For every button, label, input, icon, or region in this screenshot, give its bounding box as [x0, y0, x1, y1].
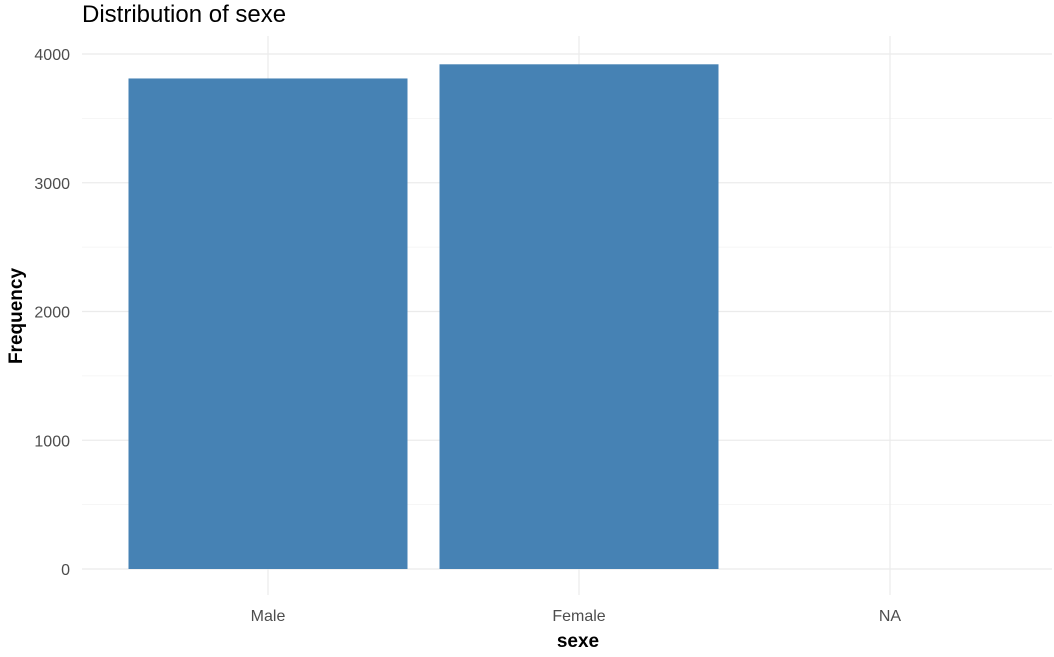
- bar-male: [128, 78, 408, 570]
- x-tick-label: Female: [552, 608, 605, 625]
- x-axis-title: sexe: [557, 631, 599, 652]
- chart-title: Distribution of sexe: [82, 1, 286, 28]
- y-tick-label: 4000: [34, 47, 70, 64]
- y-tick-label: 3000: [34, 176, 70, 193]
- bars: [128, 64, 719, 570]
- x-tick-labels: Male Female NA: [251, 608, 902, 625]
- x-tick-label: Male: [251, 608, 286, 625]
- y-tick-label: 0: [61, 562, 70, 579]
- y-axis-title: Frequency: [6, 268, 27, 365]
- x-tick-label: NA: [879, 608, 902, 625]
- y-tick-label: 1000: [34, 433, 70, 450]
- y-tick-labels: 0 1000 2000 3000 4000: [34, 47, 70, 579]
- y-tick-label: 2000: [34, 305, 70, 322]
- bar-female: [439, 64, 719, 570]
